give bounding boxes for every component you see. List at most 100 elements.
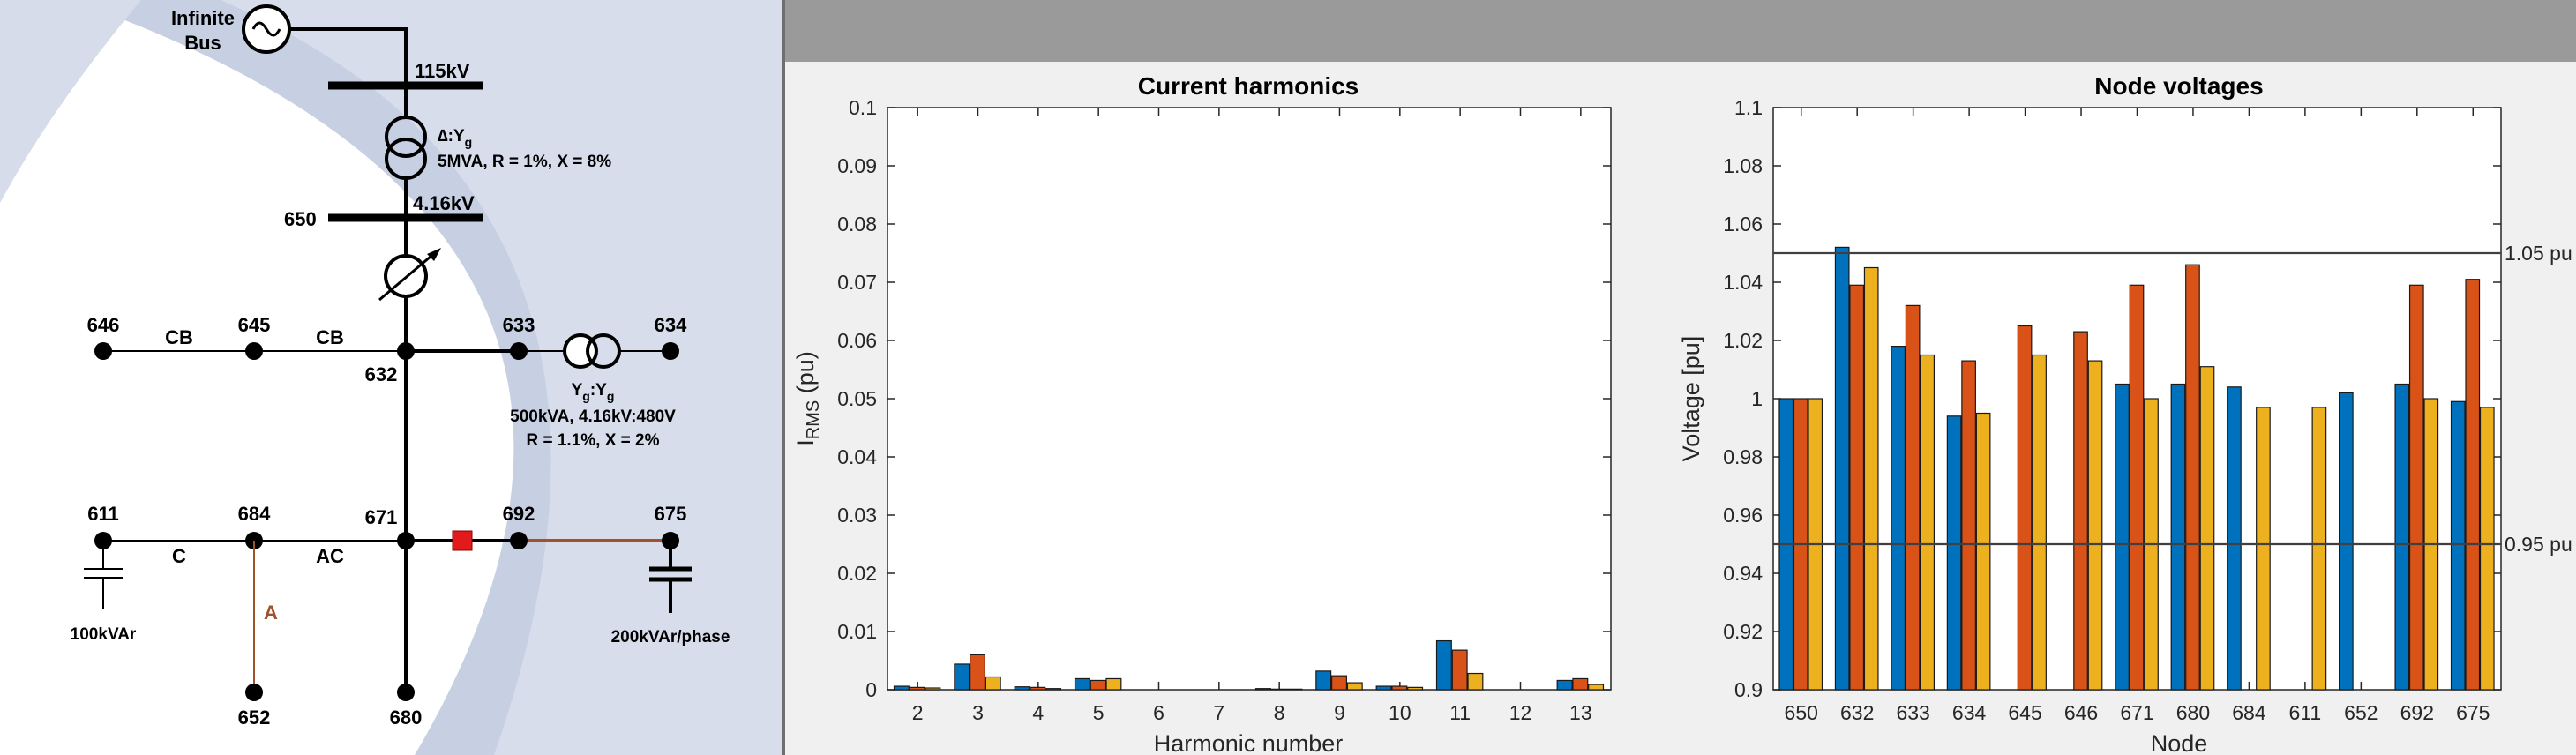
bus-650-label: 650 bbox=[284, 208, 317, 230]
chart1-x-axis: 2 3 4 5 6 7 8 9 10 11 12 13 bbox=[912, 108, 1592, 724]
node-671 bbox=[397, 532, 415, 549]
chart1-title: Current harmonics bbox=[1138, 72, 1359, 100]
capacitor-611-label: 100kVAr bbox=[71, 625, 137, 644]
x-tick-label: 3 bbox=[972, 701, 984, 724]
node-652 bbox=[245, 684, 263, 701]
background-arc-left bbox=[0, 0, 141, 203]
x-tick-label: 645 bbox=[2008, 701, 2041, 724]
node-680 bbox=[397, 684, 415, 701]
y-tick-label: 0.04 bbox=[837, 445, 877, 468]
bar bbox=[2199, 366, 2215, 691]
chart2-title: Node voltages bbox=[2094, 72, 2263, 100]
source-line bbox=[289, 27, 408, 84]
x-tick-label: 634 bbox=[1952, 701, 1987, 724]
bar bbox=[1451, 649, 1468, 691]
line-config-ac: AC bbox=[316, 545, 344, 567]
bar bbox=[1863, 266, 1879, 691]
x-tick-label: 611 bbox=[2289, 701, 2322, 724]
bar bbox=[2185, 264, 2200, 691]
bar bbox=[1105, 677, 1122, 691]
bar bbox=[985, 676, 1001, 691]
chart1-ylabel: IRMS (pu) bbox=[792, 351, 823, 446]
x-tick-label: 633 bbox=[1896, 701, 1929, 724]
charts-canvas: Current harmonics 00.010.020.030.040.050… bbox=[792, 72, 2572, 755]
y-tick-label: 0.07 bbox=[837, 271, 877, 294]
bar bbox=[1030, 686, 1046, 691]
x-tick-label: 9 bbox=[1334, 701, 1345, 724]
y-tick-label: 0.9 bbox=[1734, 678, 1763, 701]
regulator-arrow-icon bbox=[378, 250, 438, 302]
bar bbox=[2256, 407, 2271, 691]
y-tick-label: 0.08 bbox=[837, 213, 877, 235]
bar bbox=[1556, 679, 1573, 691]
y-tick-label: 0.01 bbox=[837, 620, 877, 643]
line-config-cb-1: CB bbox=[165, 326, 193, 348]
x-tick-label: 12 bbox=[1509, 701, 1532, 724]
bar bbox=[1588, 684, 1605, 691]
bar bbox=[1014, 686, 1030, 691]
chart2-xlabel: Node bbox=[2151, 730, 2208, 755]
node-646 bbox=[94, 342, 112, 360]
node-680-label: 680 bbox=[390, 706, 423, 729]
bar bbox=[1045, 688, 1062, 691]
x-tick-label: 652 bbox=[2344, 701, 2378, 724]
x-tick-label: 7 bbox=[1213, 701, 1224, 724]
node-675-label: 675 bbox=[655, 503, 687, 525]
bar bbox=[2170, 383, 2186, 691]
panel-divider bbox=[782, 0, 785, 755]
line-config-a: A bbox=[264, 602, 278, 624]
chart1-y-axis: 0 0.01 0.02 0.03 0.04 0.05 0.06 0.07 0.08 0.09 0.1 bbox=[837, 96, 1611, 701]
bar bbox=[1074, 677, 1090, 691]
x-tick-label: 671 bbox=[2120, 701, 2153, 724]
x-tick-label: 646 bbox=[2064, 701, 2098, 724]
current-harmonics-chart: Current harmonics 00.010.020.030.040.050… bbox=[792, 72, 1612, 755]
bar bbox=[2338, 392, 2354, 691]
node-671-label: 671 bbox=[365, 506, 398, 528]
line-config-cb-2: CB bbox=[316, 326, 344, 348]
x-tick-label: 4 bbox=[1032, 701, 1044, 724]
bar bbox=[893, 685, 910, 691]
chart1-plot-area bbox=[887, 107, 1612, 691]
reference-line-label: 0.95 pu bbox=[2505, 533, 2572, 556]
bar bbox=[1834, 246, 1850, 691]
chart2-bars bbox=[1778, 246, 2495, 691]
y-tick-label: 0.98 bbox=[1723, 445, 1763, 468]
bar bbox=[2394, 383, 2410, 691]
chart2-x-axis: 650 632 633 634 645 646 671 680 684 611 652 692 675 bbox=[1785, 108, 2490, 724]
bar bbox=[1090, 679, 1106, 691]
chart2-ylabel: Voltage [pu] bbox=[1678, 336, 1704, 462]
bar bbox=[1391, 685, 1408, 691]
bar bbox=[2115, 383, 2130, 691]
bar bbox=[2129, 284, 2145, 691]
bar bbox=[2017, 325, 2033, 691]
bar bbox=[1920, 354, 1936, 691]
transformer1-connection: ∆:Yg bbox=[438, 127, 472, 149]
y-tick-label: 1.1 bbox=[1734, 96, 1763, 119]
y-tick-label: 0.06 bbox=[837, 329, 877, 352]
y-tick-label: 0.92 bbox=[1723, 620, 1763, 643]
transformer2-impedance: R = 1.1%, X = 2% bbox=[526, 431, 659, 450]
transformer2-rating: 500kVA, 4.16kV:480V bbox=[510, 407, 676, 426]
x-tick-label: 10 bbox=[1389, 701, 1412, 724]
x-tick-label: 11 bbox=[1449, 701, 1471, 724]
y-tick-label: 0.03 bbox=[837, 504, 877, 527]
infinite-bus-label: Infinite bbox=[171, 7, 235, 29]
infinite-bus-label-2: Bus bbox=[184, 32, 221, 54]
y-tick-label: 0.1 bbox=[849, 96, 877, 119]
y-tick-label: 0 bbox=[865, 678, 877, 701]
y-tick-label: 1 bbox=[1751, 387, 1763, 410]
bar bbox=[1849, 284, 1865, 691]
bar bbox=[1435, 639, 1452, 691]
y-tick-label: 1.02 bbox=[1723, 329, 1763, 352]
node-692 bbox=[510, 532, 528, 549]
bar bbox=[1467, 672, 1484, 691]
bar bbox=[909, 686, 925, 691]
node-645 bbox=[245, 342, 263, 360]
y-tick-label: 1.04 bbox=[1723, 271, 1763, 294]
capacitor-675-label: 200kVAr/phase bbox=[611, 628, 730, 647]
y-tick-label: 1.08 bbox=[1723, 154, 1763, 177]
bar bbox=[1375, 685, 1392, 691]
node-645-label: 645 bbox=[238, 314, 271, 336]
y-tick-label: 0.09 bbox=[837, 154, 877, 177]
bar bbox=[1975, 412, 1991, 691]
